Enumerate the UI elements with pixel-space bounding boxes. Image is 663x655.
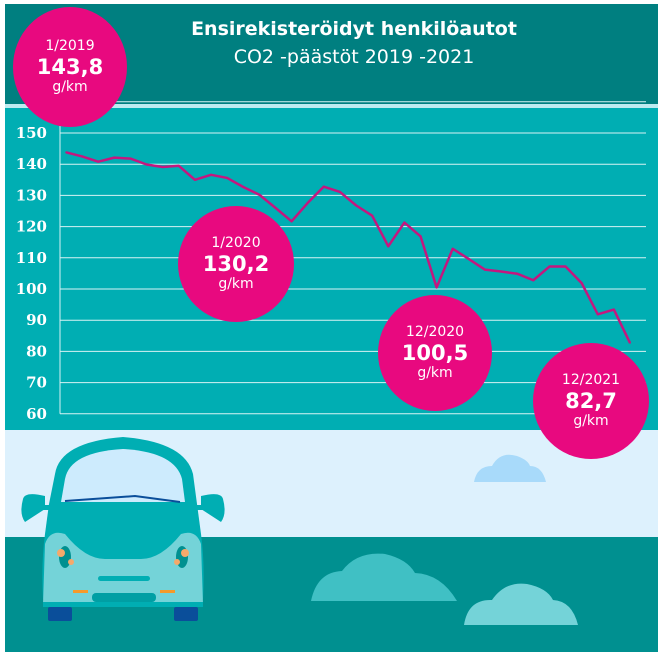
data-point (387, 245, 390, 248)
y-tick-label: 80 (26, 342, 47, 360)
illustration (5, 430, 658, 652)
data-point (226, 177, 228, 179)
annotation-unit: g/km (218, 276, 254, 292)
cloud-right (464, 583, 578, 625)
divider (5, 104, 658, 108)
annotation-unit: g/km (573, 413, 609, 429)
annotation-date: 1/2020 (211, 235, 261, 251)
chart-subtitle: CO2 -päästöt 2019 -2021 (233, 46, 475, 68)
y-tick-label: 100 (16, 280, 47, 298)
data-point (306, 202, 309, 204)
data-point (242, 186, 245, 188)
data-point (81, 155, 83, 158)
data-point (210, 174, 212, 176)
y-tick-label: 150 (16, 124, 47, 142)
annotation-bubble: 1/2019 143,8 g/km (13, 7, 127, 127)
annotation-date: 1/2019 (45, 38, 95, 54)
data-point (468, 258, 470, 260)
chart-title: Ensirekisteröidyt henkilöautot (191, 18, 517, 40)
y-tick-label: 90 (26, 311, 47, 329)
cloud-large (311, 553, 457, 601)
data-point (145, 163, 148, 166)
data-point (161, 166, 164, 168)
data-point (178, 164, 180, 167)
co2-series-line (65, 151, 632, 344)
data-point (403, 221, 406, 224)
annotation-date: 12/2021 (561, 372, 621, 388)
y-tick-label: 60 (26, 405, 47, 423)
line-chart: 60 70 80 90 100 110 120 130 140 150 (16, 101, 646, 423)
annotation-unit: g/km (417, 365, 453, 381)
y-tick-label: 140 (16, 155, 47, 173)
data-point (194, 179, 196, 181)
infographic: Ensirekisteröidyt henkilöautot CO2 -pääs… (5, 4, 658, 652)
y-tick-label: 120 (16, 218, 47, 236)
data-point (65, 151, 67, 154)
data-point (532, 279, 535, 282)
annotation-bubble: 1/2020 130,2 g/km (178, 206, 294, 322)
annotation-value: 82,7 (565, 389, 617, 413)
data-point (339, 191, 341, 193)
data-point (596, 313, 599, 316)
data-point (113, 156, 116, 159)
annotation-date: 12/2020 (405, 324, 465, 340)
data-point (290, 220, 293, 223)
annotation-value: 100,5 (401, 341, 469, 365)
y-tick-label: 110 (16, 249, 47, 267)
data-point (516, 272, 518, 275)
annotation-bubble: 12/2020 100,5 g/km (378, 295, 492, 411)
data-point (355, 204, 357, 207)
data-point (484, 268, 486, 271)
car-icon (21, 437, 225, 621)
data-point (435, 286, 438, 289)
data-point (548, 265, 551, 268)
data-point (451, 247, 454, 250)
y-tick-label: 70 (26, 374, 47, 392)
data-point (629, 342, 631, 344)
data-point (580, 282, 583, 284)
annotation-value: 143,8 (36, 55, 104, 79)
data-point (258, 193, 261, 196)
data-point (564, 265, 567, 268)
data-point (419, 235, 422, 238)
data-point (613, 308, 615, 311)
data-point (97, 160, 100, 163)
annotation-unit: g/km (52, 79, 88, 95)
annotation-bubble: 12/2021 82,7 g/km (533, 343, 649, 459)
data-point (500, 270, 502, 273)
data-point (274, 207, 277, 209)
data-point (323, 185, 325, 188)
annotation-value: 130,2 (202, 252, 270, 276)
data-point (371, 214, 373, 217)
data-point (129, 157, 132, 160)
y-tick-label: 130 (16, 186, 47, 204)
cloud-small (474, 454, 546, 482)
